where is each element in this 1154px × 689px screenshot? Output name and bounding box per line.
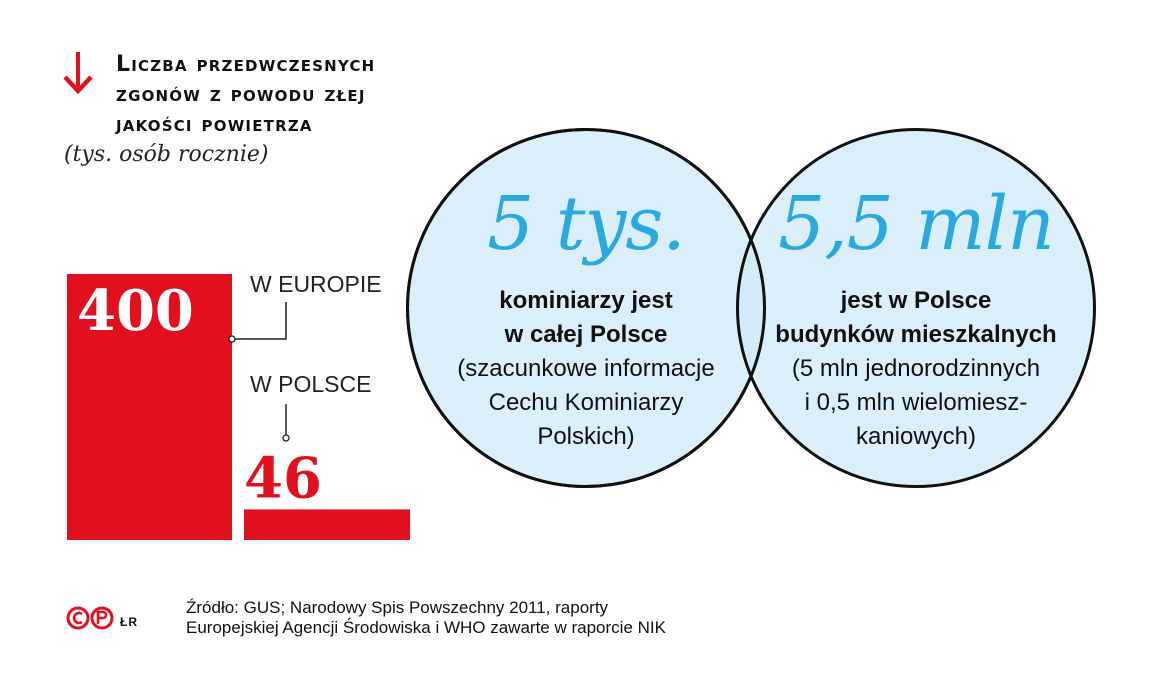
- value-label-poland: 46: [244, 445, 322, 511]
- circle-buildings: [736, 128, 1096, 488]
- circle-2-big-number: 5,5 mln: [778, 181, 1055, 267]
- bar-poland: [244, 509, 410, 540]
- circle-2-line-2: i 0,5 mln wielomiesz-: [804, 389, 1028, 416]
- source-line-1: Źródło: GUS; Narodowy Spis Powszechny 20…: [186, 598, 609, 617]
- value-label-europe: 400: [77, 278, 194, 344]
- circle-1-line-1: (szacunkowe informacje: [457, 355, 715, 382]
- down-arrow-icon: [63, 52, 93, 95]
- circle-1-text: 5 tys. kominiarzy jest w całej Polsce (s…: [406, 184, 766, 454]
- leader-dot-europe: [228, 335, 236, 343]
- chart-title: Liczba przedwczesnych zgonów z powodu zł…: [116, 50, 476, 140]
- circle-2-line-3: kaniowych): [855, 423, 977, 450]
- leader-dot-poland: [282, 434, 290, 442]
- leader-line-europe: [232, 302, 287, 340]
- circle-2-bold-line-2: budynków mieszkalnych: [775, 321, 1057, 348]
- bar-europe: [67, 274, 232, 540]
- title-line-2: zgonów z powodu złej: [116, 82, 366, 107]
- category-label-poland: W POLSCE: [250, 371, 371, 397]
- circle-1-bold-line-2: w całej Polsce: [504, 321, 668, 348]
- circle-1-line-2: Cechu Kominiarzy: [488, 389, 684, 416]
- circle-1-line-3: Polskich): [537, 423, 635, 450]
- category-label-europe: W EUROPIE: [250, 271, 382, 297]
- title-line-1: Liczba przedwczesnych: [116, 52, 376, 77]
- source-note: Źródło: GUS; Narodowy Spis Powszechny 20…: [186, 598, 666, 638]
- circle-2-text: 5,5 mln jest w Polsce budynków mieszkaln…: [736, 184, 1096, 454]
- copyright-logo-icon: [66, 606, 114, 630]
- source-line-2: Europejskiej Agencji Środowiska i WHO za…: [186, 618, 666, 637]
- circle-2-bold-line-1: jest w Polsce: [840, 287, 992, 314]
- circle-1-bold-line-1: kominiarzy jest: [499, 287, 673, 314]
- logo-text: ŁR: [120, 615, 138, 629]
- chart-subtitle: (tys. osób rocznie): [64, 142, 269, 167]
- bar-chart: 400 46 W EUROPIE W POLSCE: [67, 271, 410, 540]
- circle-1-big-number: 5 tys.: [487, 181, 686, 267]
- circle-2-line-1: (5 mln jednorodzinnych: [791, 355, 1041, 382]
- title-line-3: jakości powietrza: [116, 112, 313, 137]
